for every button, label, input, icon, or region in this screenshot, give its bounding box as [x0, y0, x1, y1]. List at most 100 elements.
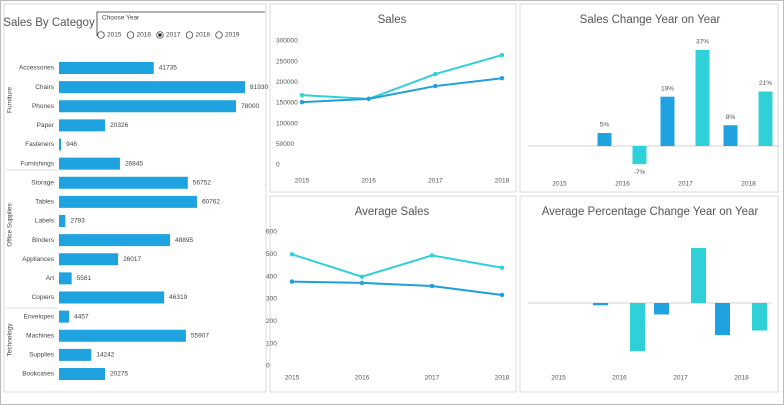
selector-label: Choose Year: [102, 15, 140, 22]
value-label: 20275: [110, 371, 128, 378]
y-tick-label: 200: [266, 318, 277, 325]
category-label: Labels: [35, 218, 55, 225]
x-tick-label: 2016: [615, 181, 630, 188]
data-point: [366, 96, 371, 102]
value-label: 26845: [125, 160, 143, 167]
value-label: 60762: [202, 199, 220, 206]
data-point: [433, 71, 438, 77]
chart-title: Sales Change Year on Year: [580, 14, 721, 26]
x-tick-label: 2016: [612, 375, 627, 382]
value-label: 78000: [241, 103, 259, 110]
bar: [660, 96, 675, 146]
value-label: 48895: [175, 237, 193, 244]
data-point: [359, 280, 365, 286]
y-tick-label: 600: [266, 229, 277, 236]
series-line: [301, 54, 503, 100]
bar: [59, 195, 197, 208]
category-label: Binders: [32, 237, 55, 244]
radio-button[interactable]: [97, 31, 105, 39]
bar: [752, 303, 767, 331]
radio-button[interactable]: [126, 31, 135, 39]
value-label: 37%: [696, 39, 709, 46]
chart-title: Sales: [378, 14, 407, 26]
category-label: Accessories: [19, 65, 55, 72]
category-label: Appliances: [22, 256, 55, 263]
radio-dot: [158, 33, 162, 37]
radio-label[interactable]: 2018: [196, 32, 211, 39]
value-label: 26017: [123, 256, 141, 263]
x-tick-label: 2018: [734, 375, 749, 382]
series-line: [291, 253, 503, 278]
panel: [269, 3, 517, 193]
x-tick-label: 2016: [361, 178, 376, 185]
category-label: Copiers: [32, 294, 55, 301]
value-label: 46319: [169, 294, 187, 301]
data-point: [433, 83, 438, 89]
y-tick-label: 400: [266, 273, 277, 280]
chart-title: Average Sales: [355, 206, 430, 218]
bar: [59, 234, 171, 247]
radio-label[interactable]: 2015: [107, 32, 122, 39]
panel: [519, 3, 779, 193]
value-label: 21%: [759, 80, 772, 87]
x-tick-label: 2018: [741, 181, 756, 188]
group-label: Furniture: [7, 87, 14, 113]
radio-label[interactable]: 2017: [166, 32, 181, 39]
value-label: 8%: [726, 114, 736, 121]
series-line: [291, 280, 503, 296]
radio-label[interactable]: 2019: [225, 32, 240, 39]
value-label: 4457: [74, 313, 89, 320]
category-label: Supplies: [29, 352, 55, 359]
radio-button[interactable]: [185, 31, 194, 39]
x-tick-label: 2017: [678, 181, 693, 188]
series-line: [301, 77, 503, 104]
category-label: Paper: [37, 122, 55, 129]
group-label: Technology: [7, 323, 14, 357]
bar: [59, 119, 106, 132]
bar: [59, 329, 186, 342]
x-tick-label: 2017: [673, 375, 688, 382]
data-point: [299, 92, 305, 98]
value-label: 56752: [193, 179, 211, 186]
y-tick-label: 100000: [276, 120, 298, 127]
y-tick-label: 500: [266, 251, 277, 258]
category-label: Bookcases: [22, 371, 55, 378]
panel: [519, 195, 779, 393]
data-point: [359, 274, 365, 279]
x-tick-label: 2015: [295, 178, 310, 185]
y-tick-label: 50000: [276, 141, 294, 148]
data-point: [289, 252, 295, 257]
bar: [59, 176, 188, 189]
x-tick-label: 2015: [551, 375, 566, 382]
bar: [59, 157, 120, 170]
bar: [59, 62, 154, 74]
x-tick-label: 2018: [495, 178, 510, 185]
category-label: Storage: [31, 179, 54, 186]
data-point: [429, 283, 435, 289]
x-tick-label: 2015: [552, 181, 567, 188]
y-tick-label: 100: [266, 340, 277, 347]
category-label: Machines: [26, 332, 55, 339]
x-tick-label: 2017: [425, 375, 440, 382]
value-label: 41735: [159, 65, 177, 72]
bar: [59, 310, 70, 323]
value-label: 19%: [661, 85, 674, 92]
data-point: [289, 279, 295, 284]
data-point: [299, 99, 305, 105]
y-tick-label: 0: [276, 162, 280, 169]
x-tick-label: 2015: [285, 375, 300, 382]
bar: [59, 272, 72, 285]
radio-button[interactable]: [215, 31, 223, 39]
group-label: Office Supplies: [7, 202, 14, 246]
bar: [59, 81, 245, 94]
value-label: 20326: [110, 122, 128, 129]
bar: [654, 303, 669, 315]
y-tick-label: 150000: [276, 100, 298, 107]
radio-label[interactable]: 2016: [137, 32, 152, 39]
data-point: [499, 52, 505, 58]
x-tick-label: 2016: [355, 375, 370, 382]
bar: [593, 303, 608, 306]
value-label: 55907: [191, 332, 209, 339]
bar: [59, 291, 165, 304]
